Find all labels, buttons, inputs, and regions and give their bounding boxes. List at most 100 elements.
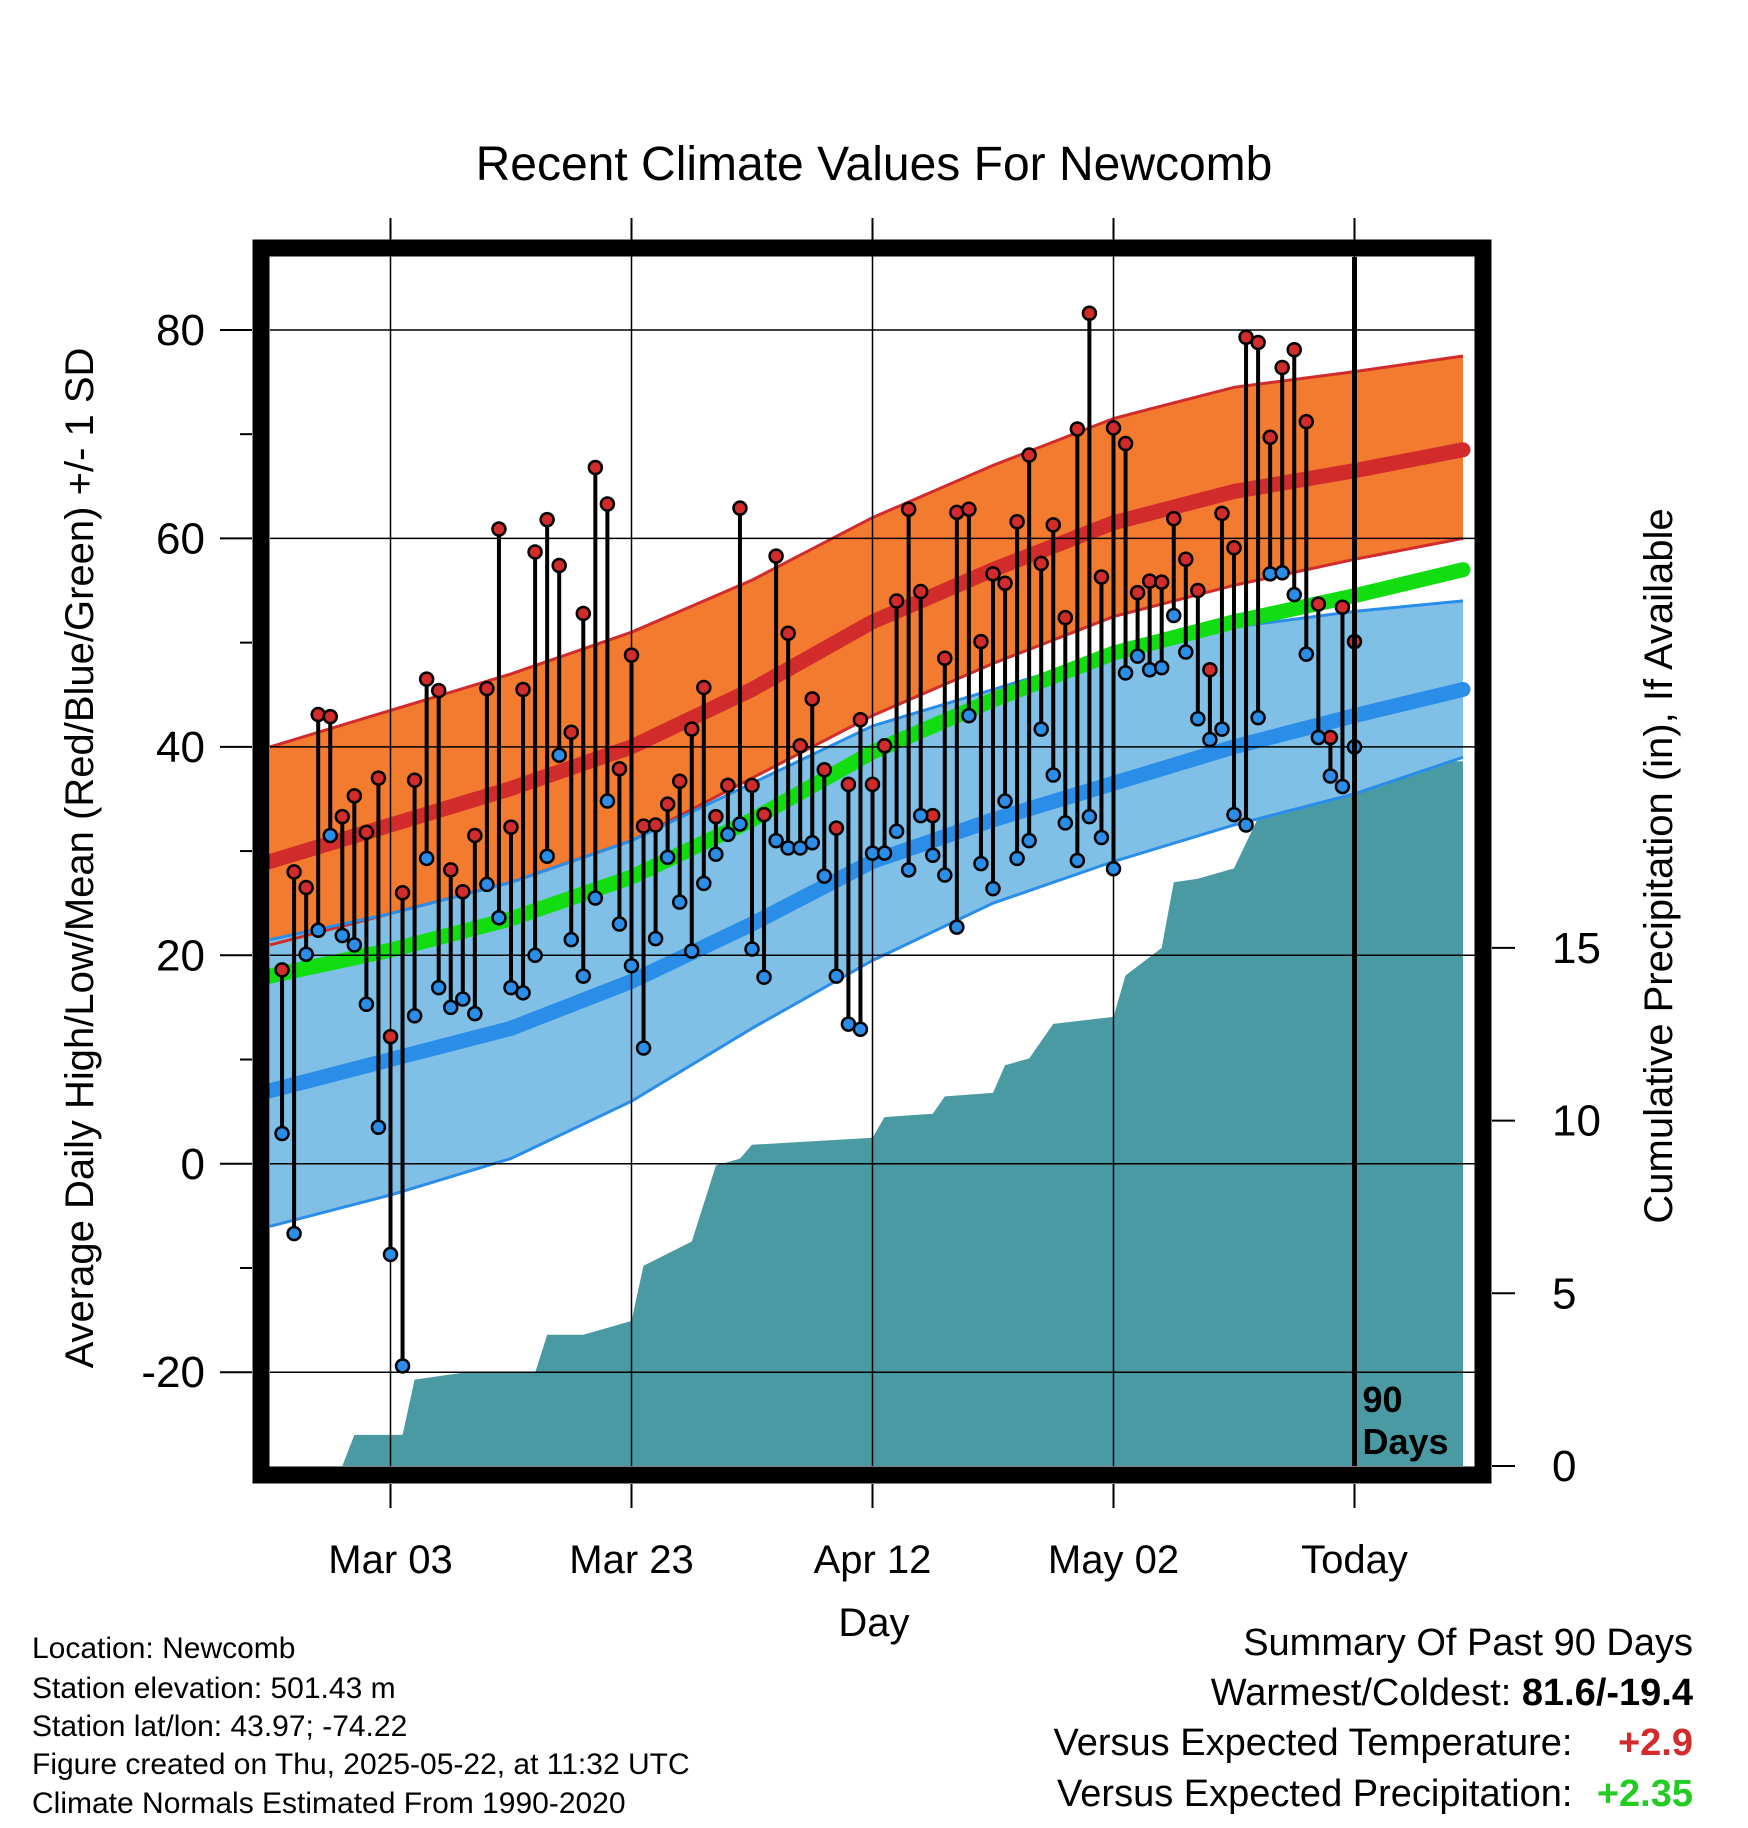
daily-high-point <box>1310 596 1327 612</box>
daily-high-point <box>406 772 423 788</box>
daily-high-point <box>491 521 507 537</box>
daily-low-point <box>937 867 953 883</box>
y2-tick-label: 5 <box>1552 1269 1576 1318</box>
daily-high-point <box>418 671 435 687</box>
y-tick-label: -20 <box>141 1348 205 1397</box>
daily-high-point <box>623 647 640 663</box>
warm-cold-value: 81.6/-19.4 <box>1521 1672 1693 1714</box>
daily-low-point <box>322 827 338 844</box>
daily-high-point <box>985 566 1001 582</box>
daily-low-point <box>394 1358 411 1374</box>
daily-low-point <box>720 826 736 843</box>
daily-low-point <box>684 943 700 959</box>
precip-label: Versus Expected Precipitation: <box>1057 1773 1573 1815</box>
daily-high-point <box>864 776 881 793</box>
x-tick-label: Today <box>1301 1538 1408 1582</box>
daily-low-point <box>816 868 833 884</box>
daily-low-point <box>1334 778 1351 795</box>
daily-low-point <box>1250 709 1266 726</box>
daily-low-point <box>1202 731 1218 748</box>
daily-high-point <box>274 962 290 978</box>
daily-low-point <box>949 919 965 935</box>
daily-high-point <box>539 511 555 528</box>
daily-high-point <box>527 544 543 560</box>
daily-low-point <box>382 1246 399 1263</box>
daily-high-point <box>768 548 784 564</box>
x-tick-label: May 02 <box>1048 1538 1179 1582</box>
daily-low-point <box>671 894 688 910</box>
y-tick-label: 0 <box>181 1140 205 1189</box>
daily-high-point <box>286 864 302 880</box>
daily-low-point <box>708 846 724 862</box>
daily-high-point <box>1045 517 1061 533</box>
daily-high-point <box>840 776 857 793</box>
daily-low-point <box>1286 586 1302 603</box>
daily-high-point <box>1105 420 1122 436</box>
daily-high-point <box>696 679 712 696</box>
daily-low-point <box>659 849 676 866</box>
y2-tick-label: 10 <box>1552 1097 1601 1146</box>
daily-high-point <box>961 501 977 517</box>
y2-axis-label: Cumulative Precipitation (in), If Availa… <box>1637 508 1681 1223</box>
daily-low-point <box>1153 659 1170 676</box>
daily-high-point <box>346 788 363 804</box>
plot-frame <box>252 239 1492 1484</box>
daily-high-point <box>1190 582 1206 599</box>
daily-high-point <box>382 1028 399 1045</box>
daily-high-point <box>684 721 700 737</box>
daily-low-point <box>1214 721 1230 737</box>
daily-low-point <box>563 931 579 948</box>
daily-low-point <box>430 979 447 996</box>
daily-low-point <box>1310 729 1327 746</box>
daily-low-point <box>635 1040 652 1056</box>
daily-high-point <box>659 796 676 812</box>
daily-low-point <box>358 996 375 1013</box>
daily-high-point <box>744 777 760 794</box>
daily-high-point <box>334 808 351 825</box>
daily-high-point <box>587 459 604 476</box>
daily-high-point <box>1286 342 1302 358</box>
daily-high-point <box>888 593 905 609</box>
daily-high-point <box>1129 584 1146 601</box>
daily-high-point <box>455 883 471 900</box>
daily-low-point <box>298 946 314 963</box>
daily-low-point <box>575 968 592 984</box>
daily-low-point <box>539 848 555 865</box>
daily-low-point <box>1033 721 1049 737</box>
y-tick-label: 60 <box>156 514 205 563</box>
daily-high-point <box>1009 513 1025 530</box>
daily-high-point <box>973 633 989 650</box>
daily-low-point <box>406 1008 423 1024</box>
daily-high-point <box>467 827 483 844</box>
daily-low-point <box>804 834 820 851</box>
daily-low-point <box>852 1021 869 1038</box>
y-axis-label: Average Daily High/Low/Mean (Red/Blue/Gr… <box>58 348 102 1369</box>
daily-high-point <box>912 583 929 600</box>
daily-high-point <box>310 706 326 723</box>
daily-low-point <box>997 793 1013 809</box>
daily-low-point <box>912 807 929 824</box>
x-tick-label: Mar 03 <box>328 1538 453 1582</box>
station-latlon: Station lat/lon: 43.97; -74.22 <box>32 1710 408 1743</box>
daily-low-point <box>973 855 989 872</box>
daily-low-point <box>1045 767 1061 783</box>
daily-high-point <box>394 885 411 901</box>
daily-high-point <box>876 738 893 754</box>
chart-title: Recent Climate Values For Newcomb <box>476 138 1273 191</box>
y2-tick-label: 15 <box>1552 924 1601 973</box>
daily-high-point <box>804 691 820 707</box>
daily-high-point <box>1093 569 1110 585</box>
daily-low-point <box>925 847 941 863</box>
daily-low-point <box>961 707 977 724</box>
x-tick-label: Apr 12 <box>814 1538 932 1582</box>
daily-low-point <box>1021 832 1037 849</box>
daily-high-point <box>1178 551 1194 567</box>
daily-high-point <box>611 760 628 777</box>
daily-low-point <box>1166 607 1182 624</box>
summary-precip: Versus Expected Precipitation: +2.35 <box>1057 1773 1693 1816</box>
daily-high-point <box>1298 413 1315 430</box>
climate-normals-note: Climate Normals Estimated From 1990-2020 <box>32 1787 626 1820</box>
daily-low-point <box>1105 861 1122 877</box>
x-tick-label: Mar 23 <box>569 1538 694 1582</box>
daily-high-point <box>443 862 459 878</box>
